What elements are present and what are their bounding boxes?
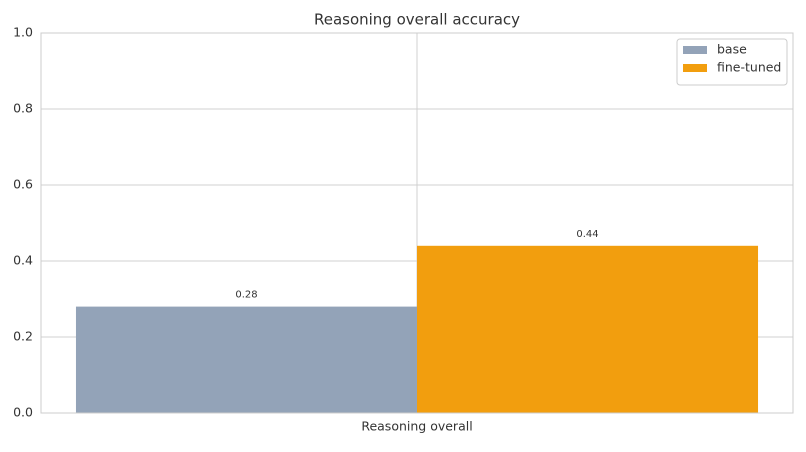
- legend-label: fine-tuned: [717, 60, 781, 75]
- y-tick-label: 0.8: [13, 101, 33, 116]
- y-tick-label: 0.0: [13, 405, 33, 420]
- plot-frame: [40, 32, 794, 414]
- bar: [75, 306, 417, 413]
- legend-swatch: [683, 64, 707, 72]
- y-tick-label: 0.6: [13, 177, 33, 192]
- value-label: 0.28: [235, 290, 257, 301]
- x-tick-label: Reasoning overall: [361, 419, 472, 434]
- y-tick-label: 0.2: [13, 329, 33, 344]
- bar: [417, 245, 759, 413]
- legend-label: base: [717, 42, 747, 57]
- y-tick-label: 1.0: [13, 25, 33, 40]
- chart-title: Reasoning overall accuracy: [314, 11, 520, 29]
- legend-swatch: [683, 46, 707, 54]
- value-label: 0.44: [576, 229, 598, 240]
- y-tick-label: 0.4: [13, 253, 33, 268]
